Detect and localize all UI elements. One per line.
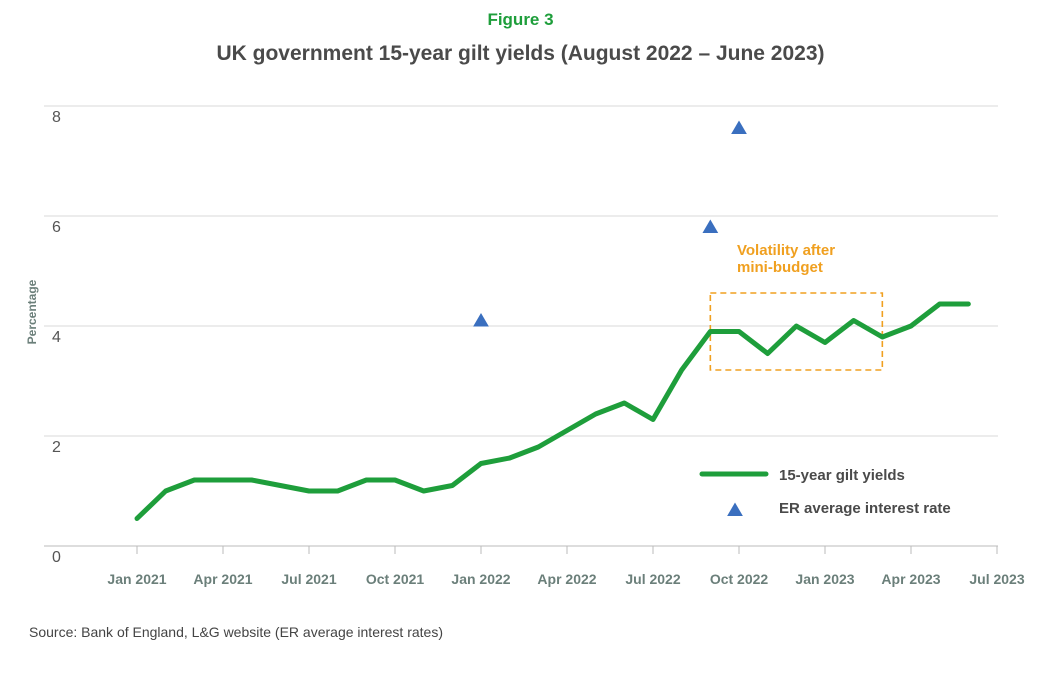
gilt-yield-chart: 0 2 4 6 8 Percentage Jan 2021 Apr 2021 Jul 2021 O… xyxy=(25,105,1025,587)
er-rate-marker xyxy=(702,219,719,233)
x-tick-label: Jul 2022 xyxy=(625,571,680,587)
x-tick-label: Jan 2023 xyxy=(795,571,854,587)
gilt-yield-line xyxy=(134,301,971,521)
figure-label: Figure 3 xyxy=(487,10,554,29)
x-tick-label: Jan 2022 xyxy=(451,571,510,587)
y-tick-label: 2 xyxy=(52,439,61,456)
x-tick-label: Oct 2022 xyxy=(710,571,769,587)
y-tick-label: 4 xyxy=(52,329,61,346)
volatility-box xyxy=(709,292,884,371)
y-tick-label: 0 xyxy=(52,549,61,566)
er-rate-marker xyxy=(731,120,747,134)
x-tick-label: Oct 2021 xyxy=(366,571,425,587)
x-tick-label: Apr 2021 xyxy=(193,571,252,587)
chart-title: UK government 15-year gilt yields (Augus… xyxy=(216,42,825,65)
x-tick-label: Apr 2023 xyxy=(881,571,940,587)
annotation-text: Volatility after xyxy=(737,242,835,259)
er-rate-marker xyxy=(473,313,489,327)
legend-label-gilt: 15-year gilt yields xyxy=(779,467,905,484)
legend-triangle-swatch xyxy=(727,502,743,516)
y-axis-label: Percentage xyxy=(25,279,39,344)
x-tick-label: Jul 2023 xyxy=(969,571,1024,587)
x-tick-label: Apr 2022 xyxy=(537,571,596,587)
legend-label-er: ER average interest rate xyxy=(779,500,951,517)
x-tick-label: Jan 2021 xyxy=(107,571,166,587)
x-tick-label: Jul 2021 xyxy=(281,571,336,587)
source-note: Source: Bank of England, L&G website (ER… xyxy=(29,624,443,640)
annotation-text: mini-budget xyxy=(737,259,823,276)
y-tick-label: 8 xyxy=(52,109,61,126)
y-tick-label: 6 xyxy=(52,219,61,236)
